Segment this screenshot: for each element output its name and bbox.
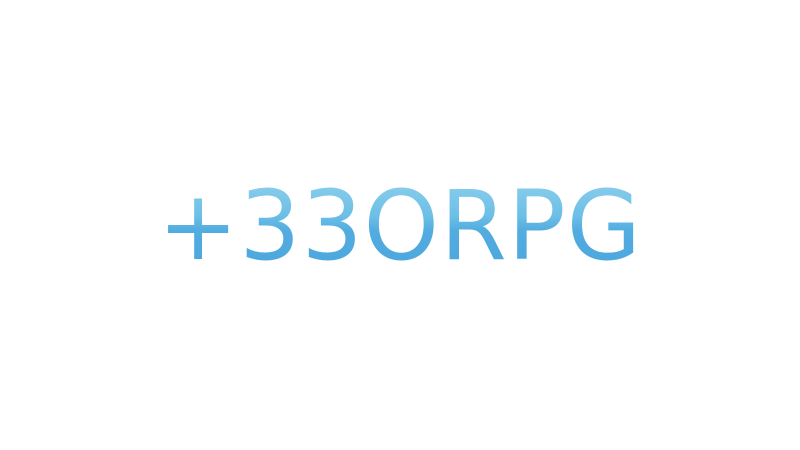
logo-text: +33ORPG	[157, 170, 643, 282]
logo-container: +33ORPG	[0, 176, 800, 276]
